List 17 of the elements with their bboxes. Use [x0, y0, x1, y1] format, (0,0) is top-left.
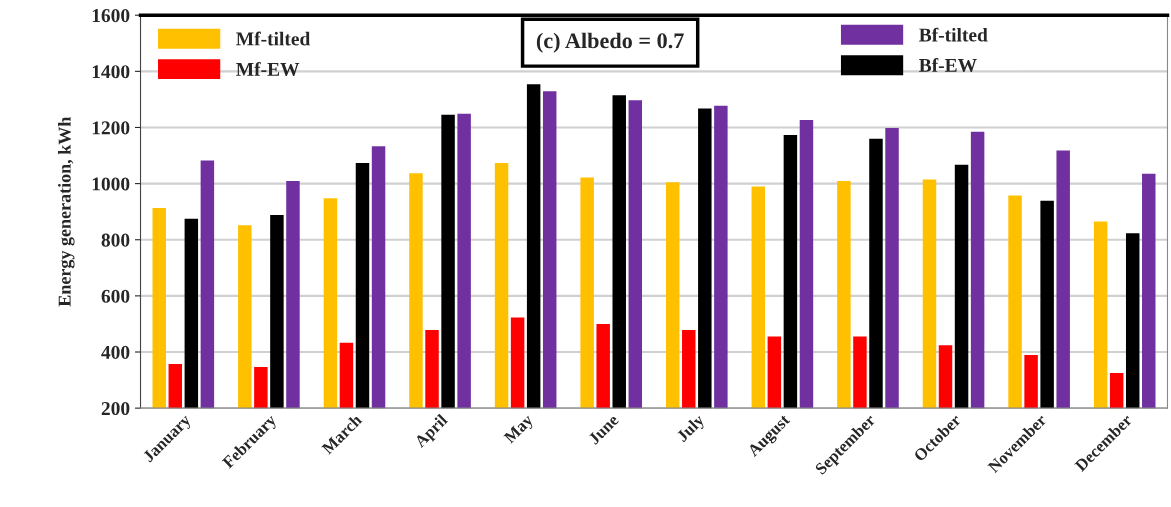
y-tick-label: 600	[101, 289, 130, 303]
legend-label: Bf-EW	[919, 58, 977, 73]
annotation: (c) Albedo = 0.7	[536, 32, 684, 53]
x-tick-label: May	[503, 413, 537, 447]
y-tick-label: 1600	[92, 9, 130, 23]
legend-label: Mf-EW	[236, 62, 300, 76]
y-tick-label: 1000	[92, 177, 130, 191]
y-tick-label: 200	[101, 401, 130, 416]
x-tick-label: July	[675, 413, 708, 445]
y-tick-label: 400	[101, 345, 130, 359]
legend-label: Mf-tilted	[236, 31, 311, 46]
legend-label: Bf-tilted	[919, 27, 988, 42]
y-axis-title: Energy generation, kWh	[58, 116, 75, 307]
x-tick-label: June	[587, 413, 620, 446]
y-tick-label: 1400	[92, 65, 130, 79]
y-tick-label: 1200	[92, 121, 130, 135]
y-tick-label: 800	[101, 233, 130, 247]
